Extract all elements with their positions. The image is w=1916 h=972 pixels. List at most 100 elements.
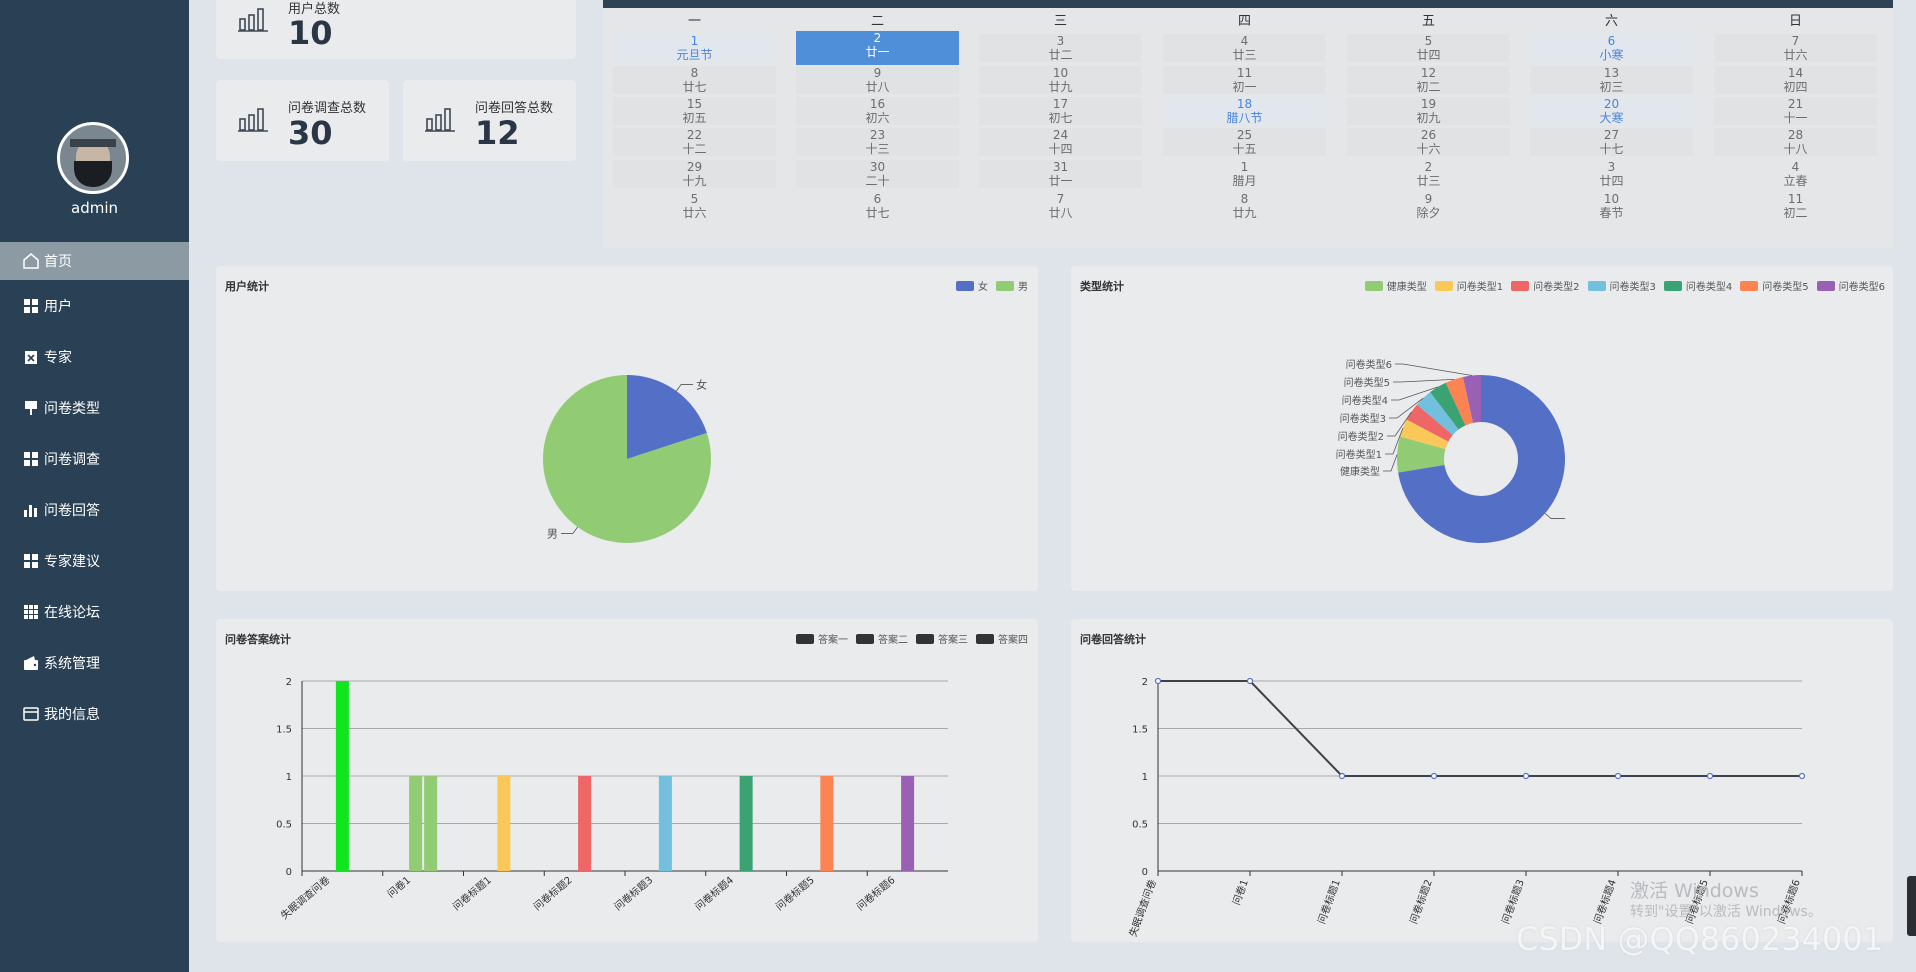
donut-label-line [1544,513,1566,519]
calendar-day[interactable]: 9 廿八 [796,66,959,94]
sidebar-item[interactable]: 问卷回答 [0,484,189,535]
calendar-day[interactable]: 7 廿六 [1714,34,1877,62]
sidebar-item[interactable]: 系统管理 [0,637,189,688]
calendar-day[interactable]: 31 廿一 [979,160,1142,188]
legend-item[interactable]: 健康类型 [1364,278,1427,293]
calendar-day[interactable]: 16 初六 [796,97,959,125]
legend-item[interactable]: 答案一 [796,631,848,646]
calendar-day-number: 9 [873,66,882,80]
avatar[interactable] [57,122,129,194]
sidebar-item[interactable]: 问卷类型 [0,382,189,433]
donut-label-line [1391,386,1438,401]
reply-stats-panel: 问卷回答统计 0 0.5 1 1.5 2 失眠调查问卷 问卷1 问卷标题1 问卷标题2 问卷标题3… [1071,619,1893,942]
legend-item[interactable]: 答案四 [976,631,1028,646]
calendar-day[interactable]: 27 十七 [1530,128,1693,156]
calendar-day[interactable]: 2 廿一 [796,31,959,65]
bar [424,776,438,871]
calendar-day[interactable]: 21 十一 [1714,97,1877,125]
legend-item[interactable]: 答案三 [916,631,968,646]
calendar-day[interactable]: 12 初二 [1347,66,1510,94]
calendar-day[interactable]: 3 廿二 [979,34,1142,62]
scrollbar[interactable] [1907,876,1916,936]
legend-item[interactable]: 问卷类型6 [1816,278,1885,293]
calendar-day[interactable]: 7 廿八 [979,192,1142,220]
calendar-day[interactable]: 5 廿四 [1347,34,1510,62]
calendar-day-number: 18 [1236,97,1253,111]
sidebar-item[interactable]: 问卷调查 [0,433,189,484]
calendar-day[interactable]: 28 十八 [1714,128,1877,156]
bar [335,681,349,871]
legend-swatch [956,280,974,291]
legend-item[interactable]: 问卷类型1 [1434,278,1503,293]
legend-item[interactable]: 问卷类型3 [1587,278,1656,293]
calendar-day-lunar: 廿九 [1232,206,1257,220]
legend-swatch [1511,280,1530,291]
calendar-day[interactable]: 18 腊八节 [1163,97,1326,125]
calendar-day[interactable]: 20 大寒 [1530,97,1693,125]
legend-label: 女 [978,282,988,293]
calendar: 一二三四五六日 1 元旦节 2 廿一 3 廿二 4 廿三 5 廿四 6 小寒 7 廿六 8 廿七 9 廿八 10 廿九 1… [603,0,1893,248]
calendar-day-lunar: 初二 [1783,206,1808,220]
calendar-day[interactable]: 24 十四 [979,128,1142,156]
calendar-day-number: 9 [1424,192,1433,206]
calendar-day[interactable]: 25 十五 [1163,128,1326,156]
calendar-day[interactable]: 9 除夕 [1347,192,1510,220]
legend-label: 答案一 [818,635,848,646]
calendar-day[interactable]: 2 廿三 [1347,160,1510,188]
calendar-day[interactable]: 10 春节 [1530,192,1693,220]
data-point [1522,772,1530,780]
answer-stats-panel: 问卷答案统计 答案一 答案二 答案三 答案四 0 0.5 1 1.5 2 失眠调查问卷 问卷1 问卷… [216,619,1038,942]
x-tick-label: 问卷1 [384,873,413,900]
y-tick-label: 1 [286,772,292,783]
calendar-day[interactable]: 17 初七 [979,97,1142,125]
calendar-day[interactable]: 1 腊月 [1163,160,1326,188]
legend-item[interactable]: 问卷类型4 [1663,278,1732,293]
donut-slice [1445,376,1474,426]
calendar-day[interactable]: 23 十三 [796,128,959,156]
calendar-day[interactable]: 3 廿四 [1530,160,1693,188]
legend-item[interactable]: 问卷类型5 [1740,278,1809,293]
calendar-day[interactable]: 30 二十 [796,160,959,188]
legend-item[interactable]: 问卷类型2 [1511,278,1580,293]
calendar-day[interactable]: 19 初九 [1347,97,1510,125]
calendar-day[interactable]: 10 廿九 [979,66,1142,94]
legend-item[interactable]: 女 [956,278,988,293]
calendar-day-number: 27 [1603,128,1620,142]
x-tick-label: 失眠调查问卷 [278,873,332,922]
sidebar-item[interactable]: 用户 [0,280,189,331]
calendar-day[interactable]: 29 十九 [613,160,776,188]
calendar-day[interactable]: 4 廿三 [1163,34,1326,62]
calendar-day[interactable]: 8 廿七 [613,66,776,94]
calendar-day[interactable]: 8 廿九 [1163,192,1326,220]
calendar-day[interactable]: 1 元旦节 [613,34,776,62]
calendar-day[interactable]: 6 廿七 [796,192,959,220]
calendar-day[interactable]: 15 初五 [613,97,776,125]
sidebar-item[interactable]: 我的信息 [0,688,189,739]
calendar-day[interactable]: 5 廿六 [613,192,776,220]
calendar-weekday: 二 [870,14,884,29]
sidebar-item-label: 专家 [44,349,72,366]
sidebar-item[interactable]: 专家 [0,331,189,382]
calendar-day[interactable]: 6 小寒 [1530,34,1693,62]
calendar-day[interactable]: 14 初四 [1714,66,1877,94]
pie-label: 男 [547,527,558,540]
user-pie-chart: 女男 [543,375,711,543]
sidebar-item[interactable]: 专家建议 [0,535,189,586]
legend-label: 答案二 [878,635,908,646]
legend-swatch [976,633,994,644]
calendar-day-number: 10 [1603,192,1620,206]
calendar-day[interactable]: 13 初三 [1530,66,1693,94]
bar [409,776,423,871]
calendar-day-lunar: 廿四 [1416,48,1441,62]
legend-item[interactable]: 答案二 [856,631,908,646]
calendar-day[interactable]: 11 初二 [1714,192,1877,220]
y-tick-label: 0.5 [276,820,292,831]
sidebar-item[interactable]: 首页 [0,242,189,280]
calendar-day[interactable]: 11 初一 [1163,66,1326,94]
sidebar-item[interactable]: 在线论坛 [0,586,189,637]
calendar-day-number: 7 [1056,192,1065,206]
calendar-day[interactable]: 26 十六 [1347,128,1510,156]
legend-item[interactable]: 男 [996,278,1028,293]
calendar-day[interactable]: 4 立春 [1714,160,1877,188]
calendar-day[interactable]: 22 十二 [613,128,776,156]
